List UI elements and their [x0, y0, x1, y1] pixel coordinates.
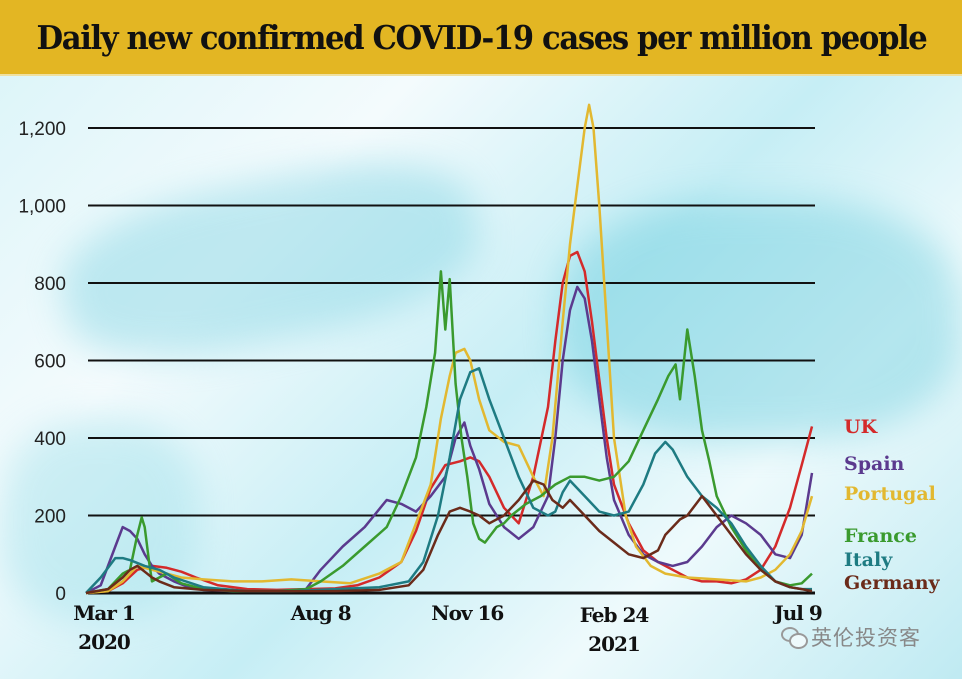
x-axis-ticks: Mar 1 2020 Aug 8 Nov 16 Feb 24 2021 Jul 9 [73, 601, 823, 656]
series-line-spain [85, 285, 814, 595]
x-tick-label: Feb 24 [580, 603, 650, 627]
legend-uk: UK [844, 416, 879, 438]
series-lines [85, 103, 814, 595]
x-tick-year: 2020 [78, 630, 130, 654]
series-line-germany [85, 479, 813, 595]
watermark-text: 英伦投资客 [811, 626, 921, 650]
y-tick-label: 600 [34, 352, 66, 373]
wechat-icon [781, 627, 808, 649]
y-tick-label: 1,200 [18, 119, 66, 140]
legend-spain: Spain [844, 453, 905, 475]
x-tick-label: Jul 9 [772, 601, 822, 625]
legend-france: France [844, 525, 917, 547]
title-bar: Daily new confirmed COVID-19 cases per m… [0, 0, 962, 76]
y-tick-label: 400 [34, 429, 66, 450]
legend-portugal: Portugal [844, 483, 936, 505]
background-blob [560, 200, 960, 440]
y-tick-label: 200 [34, 507, 66, 528]
y-tick-label: 800 [34, 274, 66, 295]
y-axis-ticks: 0 200 400 600 800 1,000 1,200 [18, 119, 66, 605]
y-tick-label: 0 [55, 584, 66, 605]
gridlines [88, 127, 815, 595]
x-tick-year: 2021 [588, 632, 640, 656]
chart-title: Daily new confirmed COVID-19 cases per m… [36, 17, 927, 57]
legend-italy: Italy [844, 549, 893, 571]
x-tick-label: Aug 8 [290, 601, 351, 625]
series-line-uk [85, 250, 814, 595]
x-tick-label: Nov 16 [431, 601, 503, 625]
x-tick-label: Mar 1 [73, 601, 135, 625]
watermark: 英伦投资客 [781, 622, 921, 652]
series-line-portugal [85, 103, 814, 595]
series-line-italy [85, 367, 812, 594]
y-tick-label: 1,000 [18, 197, 66, 218]
legend-germany: Germany [844, 572, 941, 594]
